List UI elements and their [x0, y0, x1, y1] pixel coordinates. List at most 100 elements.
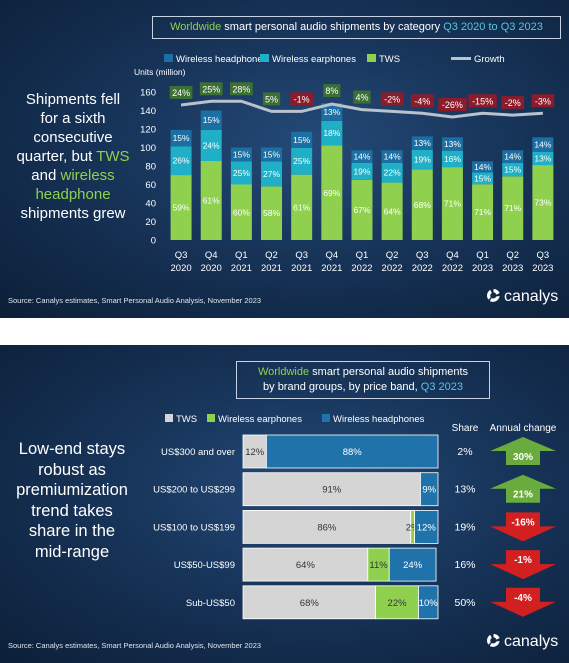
price-band-label: US$100 to US$199 [153, 522, 235, 533]
bar-segment [532, 151, 554, 166]
chart2-source: Source: Canalys estimates, Smart Persona… [8, 641, 262, 650]
x-tick-quarter: Q2 [506, 250, 519, 261]
bar-share-label: 13% [444, 139, 461, 149]
legend-label: Wireless headphones [333, 414, 425, 425]
growth-label-box [531, 94, 555, 108]
bar-segment [351, 150, 373, 163]
bar-share-label: 73% [534, 198, 551, 208]
x-tick-quarter: Q1 [235, 250, 248, 261]
annual-change-value: -1% [514, 555, 532, 566]
bar-segment [242, 472, 421, 507]
down-arrow-icon [490, 512, 556, 542]
bar-segment [414, 509, 439, 544]
bar-share-label: 61% [203, 196, 220, 206]
growth-label: -15% [472, 96, 493, 106]
growth-label: -3% [535, 96, 551, 106]
bar-value-label: 64% [296, 560, 316, 571]
bar-share-label: 14% [353, 152, 370, 162]
commentary-line: quarter, but TWS [4, 147, 142, 166]
bar-share-label: 15% [173, 133, 190, 143]
bar-share-label: 14% [504, 152, 521, 162]
bar-segment [321, 103, 343, 121]
bar-segment [291, 147, 313, 175]
growth-label-box [353, 90, 371, 104]
bar-share-label: 22% [384, 168, 401, 178]
chart2-title-prefix: Worldwide [257, 366, 310, 378]
growth-label-box [438, 97, 467, 111]
down-arrow-icon [490, 550, 556, 580]
bar-segment [472, 161, 494, 173]
legend-swatch [260, 54, 269, 62]
chart2-title-main: smart personal audio shipments [309, 366, 469, 378]
bar-share-label: 18% [323, 128, 340, 138]
y-tick-label: 80 [145, 162, 156, 173]
price-band-stacked-bar-chart: TWS Wireless earphones Wireless headphones… [153, 414, 557, 620]
x-tick-quarter: Q2 [386, 250, 399, 261]
bar-share-label: 19% [353, 166, 370, 176]
x-tick-year: 2022 [412, 263, 433, 274]
bar-segment [411, 169, 433, 240]
y-tick-label: 160 [140, 88, 156, 99]
commentary-line: robust as [38, 460, 106, 479]
x-tick-year: 2023 [532, 263, 553, 274]
chart2-commentary: Low-end stays robust as premiumization t… [2, 439, 142, 562]
bar-segment [441, 137, 463, 151]
bar-segment [420, 472, 439, 507]
x-tick-year: 2020 [201, 263, 222, 274]
bar-share-label: 14% [474, 162, 491, 172]
bar-segment [381, 150, 403, 163]
x-tick-year: 2021 [261, 263, 282, 274]
legend-label: Wireless earphones [272, 54, 356, 65]
bar-segment [242, 509, 412, 544]
bar-share-label: 26% [173, 156, 190, 166]
legend-swatch [451, 57, 471, 60]
growth-line [180, 99, 543, 119]
x-tick-year: 2023 [502, 263, 523, 274]
price-band-label: US$200 to US$299 [153, 485, 235, 496]
bar-share-label: 27% [263, 169, 280, 179]
bar-value-label: 22% [388, 598, 408, 609]
bar-share-label: 19% [414, 155, 431, 165]
commentary-line: consecutive [33, 129, 113, 146]
chart1-source: Source: Canalys estimates, Smart Persona… [8, 296, 262, 305]
x-tick-year: 2023 [472, 263, 493, 274]
y-tick-label: 100 [140, 143, 156, 154]
growth-label: -2% [384, 94, 400, 104]
share-value: 2% [457, 446, 472, 458]
x-tick-quarter: Q4 [325, 250, 338, 261]
bar-segment [381, 182, 403, 240]
chart2-title: Worldwide smart personal audio shipments… [236, 361, 490, 399]
commentary-text: and [31, 167, 61, 184]
bar-share-label: 71% [444, 199, 461, 209]
growth-label-box [229, 82, 253, 96]
bar-share-label: 61% [293, 202, 310, 212]
bar-share-label: 58% [263, 208, 280, 218]
chart2-legend: TWS Wireless earphones Wireless headphones [165, 414, 425, 425]
bar-value-label: 24% [403, 560, 423, 571]
bar-value-label: 12% [417, 522, 437, 533]
growth-label: 28% [232, 84, 250, 94]
bar-segment [265, 434, 439, 469]
bar-share-label: 25% [233, 168, 250, 178]
bar-share-label: 15% [233, 149, 250, 159]
x-tick-year: 2021 [231, 263, 252, 274]
bar-share-label: 13% [323, 107, 340, 117]
legend-label: Wireless earphones [218, 414, 302, 425]
x-tick-year: 2022 [442, 263, 463, 274]
price-band-label: US$300 and over [161, 447, 235, 458]
bar-share-label: 24% [203, 140, 220, 150]
legend-swatch [165, 414, 173, 422]
commentary-line: for a sixth [40, 110, 106, 127]
bar-segment [230, 147, 252, 162]
x-tick-quarter: Q3 [175, 250, 188, 261]
bar-segment [230, 184, 252, 240]
legend-swatch [367, 54, 376, 62]
bar-share-label: 15% [293, 135, 310, 145]
growth-label: -4% [414, 96, 430, 106]
bar-segment [472, 184, 494, 240]
chart1-title-prefix: Worldwide [170, 21, 222, 33]
growth-label: 4% [355, 93, 368, 103]
bar-segment [261, 161, 283, 187]
bar-segment [502, 176, 524, 240]
y-tick-label: 60 [145, 180, 156, 191]
